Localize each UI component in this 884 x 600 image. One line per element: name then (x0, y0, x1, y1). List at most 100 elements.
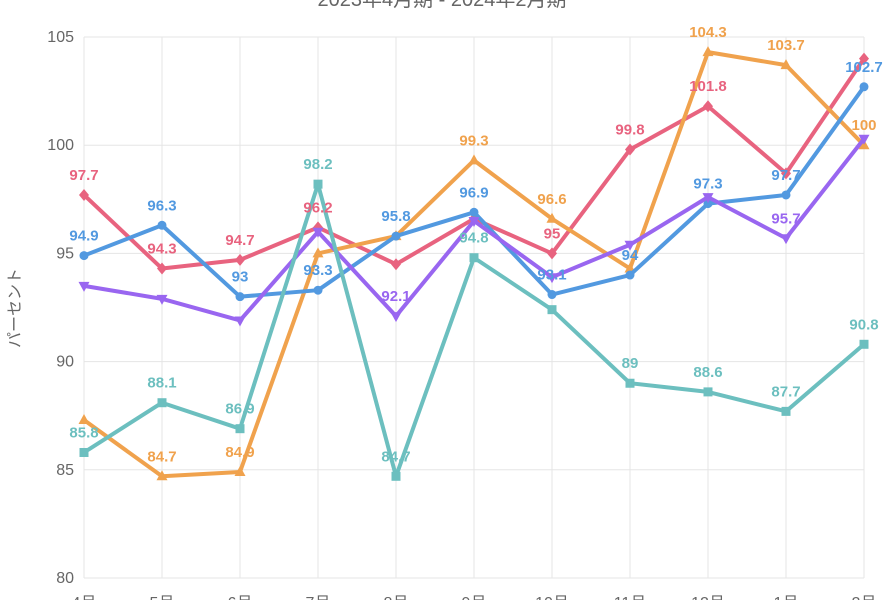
data-label: 97.7 (69, 167, 98, 184)
series-4 (79, 179, 869, 481)
data-point (235, 253, 245, 266)
x-tick-label: 5月 (150, 595, 175, 600)
data-label: 97.7 (771, 167, 800, 184)
data-point (468, 154, 480, 165)
data-point (78, 281, 90, 292)
data-label: 89 (622, 355, 639, 372)
data-label: 84.7 (381, 448, 410, 465)
data-point (780, 59, 792, 70)
data-label: 101.8 (689, 78, 727, 95)
data-label: 99.3 (459, 132, 488, 149)
x-tick-label: 2月 (852, 595, 877, 600)
data-point (547, 290, 557, 300)
x-tick-label: 1月 (774, 595, 799, 600)
y-tick-label: 95 (56, 245, 74, 262)
data-point (312, 227, 324, 238)
x-tick-label: 8月 (384, 595, 409, 600)
data-point (625, 270, 635, 280)
data-label: 94.3 (147, 241, 176, 258)
data-point (625, 143, 635, 156)
data-point (79, 251, 89, 261)
x-tick-label: 10月 (535, 595, 569, 600)
data-point (781, 167, 791, 180)
data-label: 86.9 (225, 401, 254, 418)
data-label: 99.8 (615, 122, 644, 139)
data-point (391, 471, 401, 481)
data-point (702, 193, 714, 204)
data-point (546, 212, 558, 223)
x-tick-label: 9月 (462, 595, 487, 600)
data-label: 93.3 (303, 262, 332, 279)
data-point (858, 134, 870, 145)
data-labels: 97.7 94.3 94.7 96.2 95 99.8 101.8 84.7 84.9 99.3 9… (69, 24, 882, 465)
data-point (157, 398, 167, 408)
data-point (469, 207, 479, 217)
data-label: 90.8 (849, 316, 878, 333)
data-label: 84.7 (147, 448, 176, 465)
data-point (391, 231, 401, 241)
x-tick-label: 11月 (614, 595, 647, 600)
y-tick-label: 85 (56, 462, 74, 479)
data-label: 87.7 (771, 383, 800, 400)
data-point (235, 424, 245, 434)
data-point (625, 378, 635, 388)
data-point (780, 234, 792, 245)
data-label: 94.9 (69, 228, 98, 245)
series-2 (79, 82, 869, 302)
data-label: 98.2 (303, 156, 332, 173)
data-label: 85.8 (69, 424, 98, 441)
data-label: 93 (232, 269, 249, 286)
axes: 2023年4月期 - 2024年2月期 パーセント 80 85 90 95 100 105… (7, 0, 876, 600)
data-point (547, 305, 557, 315)
data-point (702, 46, 714, 57)
data-label: 96.3 (147, 197, 176, 214)
grid (83, 36, 865, 579)
x-tick-label: 6月 (228, 595, 253, 600)
data-point (313, 285, 323, 295)
data-point (79, 447, 89, 457)
data-point (391, 258, 401, 271)
data-point (157, 220, 167, 230)
data-label: 96.2 (303, 199, 332, 216)
data-label: 96.6 (537, 191, 566, 208)
data-label: 94.7 (225, 232, 254, 249)
data-point (624, 240, 636, 251)
y-axis-title: パーセント (7, 268, 24, 348)
series (78, 46, 870, 481)
data-point (235, 292, 245, 302)
data-point (157, 262, 167, 275)
y-tick-label: 100 (47, 137, 74, 154)
data-point (546, 273, 558, 284)
data-point (234, 465, 246, 476)
data-label: 95 (544, 225, 561, 242)
data-point (79, 188, 89, 201)
y-tick-label: 90 (56, 354, 74, 371)
data-label: 102.7 (845, 59, 883, 76)
data-point (859, 52, 869, 65)
data-point (313, 179, 323, 189)
series-1 (78, 46, 870, 481)
data-point (312, 247, 324, 258)
y-tick-label: 80 (56, 570, 74, 587)
x-tick-label: 7月 (306, 595, 331, 600)
data-label: 103.7 (767, 37, 805, 54)
x-tick-label: 12月 (691, 595, 725, 600)
data-label: 84.9 (225, 444, 254, 461)
data-point (781, 406, 791, 416)
data-label: 94 (622, 247, 639, 264)
data-label: 88.6 (693, 364, 722, 381)
data-label: 96.9 (459, 184, 488, 201)
data-point (859, 82, 869, 92)
data-point (703, 387, 713, 397)
data-label: 95.7 (771, 210, 800, 227)
data-point (859, 339, 869, 349)
data-point (703, 199, 713, 209)
data-label: 94.8 (459, 230, 488, 247)
data-point (781, 190, 791, 200)
data-point (469, 253, 479, 263)
data-label: 88.1 (147, 375, 176, 392)
data-point (78, 414, 90, 425)
x-tick-label: 4月 (72, 595, 97, 600)
data-point (547, 247, 557, 260)
